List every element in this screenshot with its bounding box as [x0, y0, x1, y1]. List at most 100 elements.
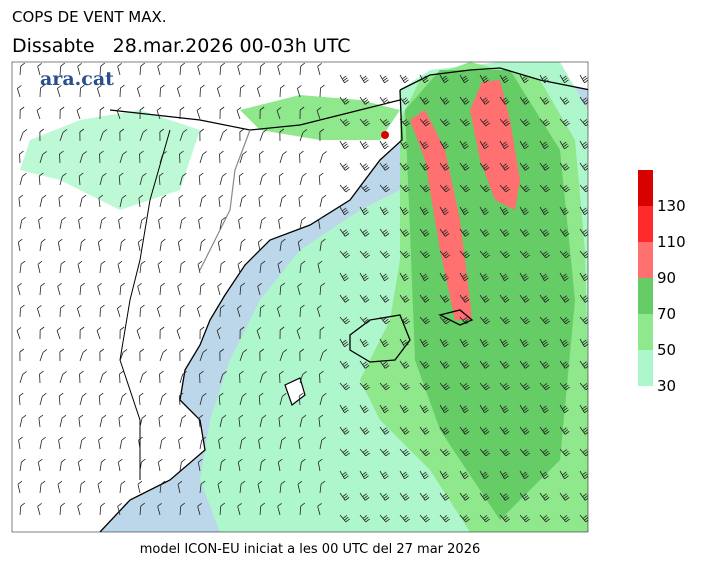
wind-barb [58, 198, 61, 208]
wind-barb-tick [59, 348, 65, 353]
wind-barb-tick [422, 493, 427, 498]
wind-barb [39, 285, 42, 296]
wind-barb-tick [522, 229, 527, 234]
wind-barb-tick [100, 304, 105, 309]
wind-barb-tick [442, 141, 447, 146]
wind-barb [259, 374, 264, 384]
wind-barb-tick [525, 386, 531, 391]
wind-barb [559, 426, 566, 435]
wind-barb [79, 484, 82, 494]
wind-barb-tick [542, 449, 548, 453]
wind-barb-tick [523, 275, 528, 280]
wind-barb-tick [385, 254, 391, 259]
wind-barb [278, 175, 281, 186]
wind-barb-tick [404, 252, 409, 257]
wind-barb [199, 154, 204, 164]
wind-barb [159, 396, 163, 406]
wind-barb-tick [402, 361, 407, 366]
wind-barb [98, 395, 101, 406]
wind-barb [579, 360, 586, 369]
wind-barb-tick [423, 297, 429, 301]
wind-barb-tick [583, 495, 588, 499]
wind-barb-tick [382, 339, 387, 344]
wind-barb-tick [462, 119, 468, 123]
wind-barb-tick [219, 106, 225, 111]
wind-barb-tick [582, 75, 587, 80]
wind-barb-tick [582, 449, 588, 453]
wind-barb-tick [345, 188, 351, 193]
wind-barb-tick [80, 282, 86, 287]
wind-barb [279, 154, 284, 164]
wind-barb-tick [260, 304, 265, 309]
wind-barb-tick [482, 141, 487, 146]
wind-barb-tick [157, 502, 162, 507]
wind-barb [18, 198, 21, 208]
wind-barb-tick [221, 458, 226, 463]
wind-barb-tick [122, 151, 127, 155]
wind-barb-tick [403, 495, 409, 499]
wind-barb-tick [443, 275, 448, 280]
wind-barb [317, 506, 321, 516]
wind-barb [519, 162, 526, 171]
wind-barb-tick [238, 172, 244, 177]
wind-barb-tick [442, 471, 447, 476]
wind-barb-tick [363, 209, 368, 214]
wind-barb-tick [142, 172, 147, 177]
wind-barb [96, 330, 101, 340]
wind-barb-tick [37, 260, 43, 265]
wind-barb-tick [444, 120, 449, 125]
map-title: COPS DE VENT MAX. [12, 8, 167, 26]
wind-barb-tick [523, 143, 528, 148]
wind-barb-tick [17, 282, 22, 287]
wind-barb-tick [422, 185, 428, 189]
wind-barb-tick [220, 62, 226, 67]
wind-barb-tick [258, 392, 264, 397]
wind-barb [539, 492, 546, 501]
wind-barb-tick [463, 495, 469, 499]
wind-barb-tick [363, 77, 368, 82]
wind-barb-tick [384, 318, 389, 323]
wind-barb-tick [282, 151, 287, 155]
wind-barb-tick [582, 515, 588, 519]
wind-barb-tick [444, 233, 450, 237]
wind-barb-tick [280, 282, 286, 287]
wind-barb [177, 242, 181, 252]
wind-barb [179, 264, 182, 274]
region-border [199, 129, 251, 271]
wind-barb-tick [544, 409, 549, 414]
wind-barb-tick [464, 211, 469, 216]
wind-barb-tick [116, 107, 122, 111]
wind-barb-tick [77, 62, 82, 67]
wind-barb [76, 308, 81, 318]
wind-barb-tick [482, 405, 487, 410]
wind-barb-tick [503, 363, 509, 367]
wind-barb-tick [200, 480, 206, 485]
wind-barb-tick [482, 515, 488, 519]
wind-barb [158, 175, 161, 186]
wind-barb [157, 506, 161, 516]
wind-barb-tick [423, 77, 428, 82]
wind-barb-tick [563, 209, 568, 214]
wind-barb-tick [542, 185, 548, 189]
wind-barb-tick [384, 101, 390, 105]
wind-barb [177, 484, 181, 494]
wind-barb-tick [317, 62, 322, 67]
wind-barb-tick [524, 101, 530, 105]
wind-barb-tick [383, 495, 389, 499]
wind-barb-tick [503, 341, 508, 346]
wind-barb-tick [99, 106, 105, 111]
wind-barb-tick [119, 370, 124, 375]
wind-barb [59, 132, 64, 142]
wind-barb-tick [502, 207, 507, 212]
wind-barb-tick [364, 79, 369, 84]
wind-barb-tick [16, 327, 22, 331]
wind-barb [579, 206, 585, 215]
wind-barb [99, 176, 103, 186]
wind-barb [299, 65, 302, 76]
wind-barb-tick [504, 211, 509, 216]
wind-barb-tick [542, 273, 547, 278]
wind-barb-tick [502, 317, 508, 321]
wind-barb-tick [240, 480, 246, 485]
wind-barb-tick [464, 384, 469, 389]
wind-barb [178, 395, 181, 406]
